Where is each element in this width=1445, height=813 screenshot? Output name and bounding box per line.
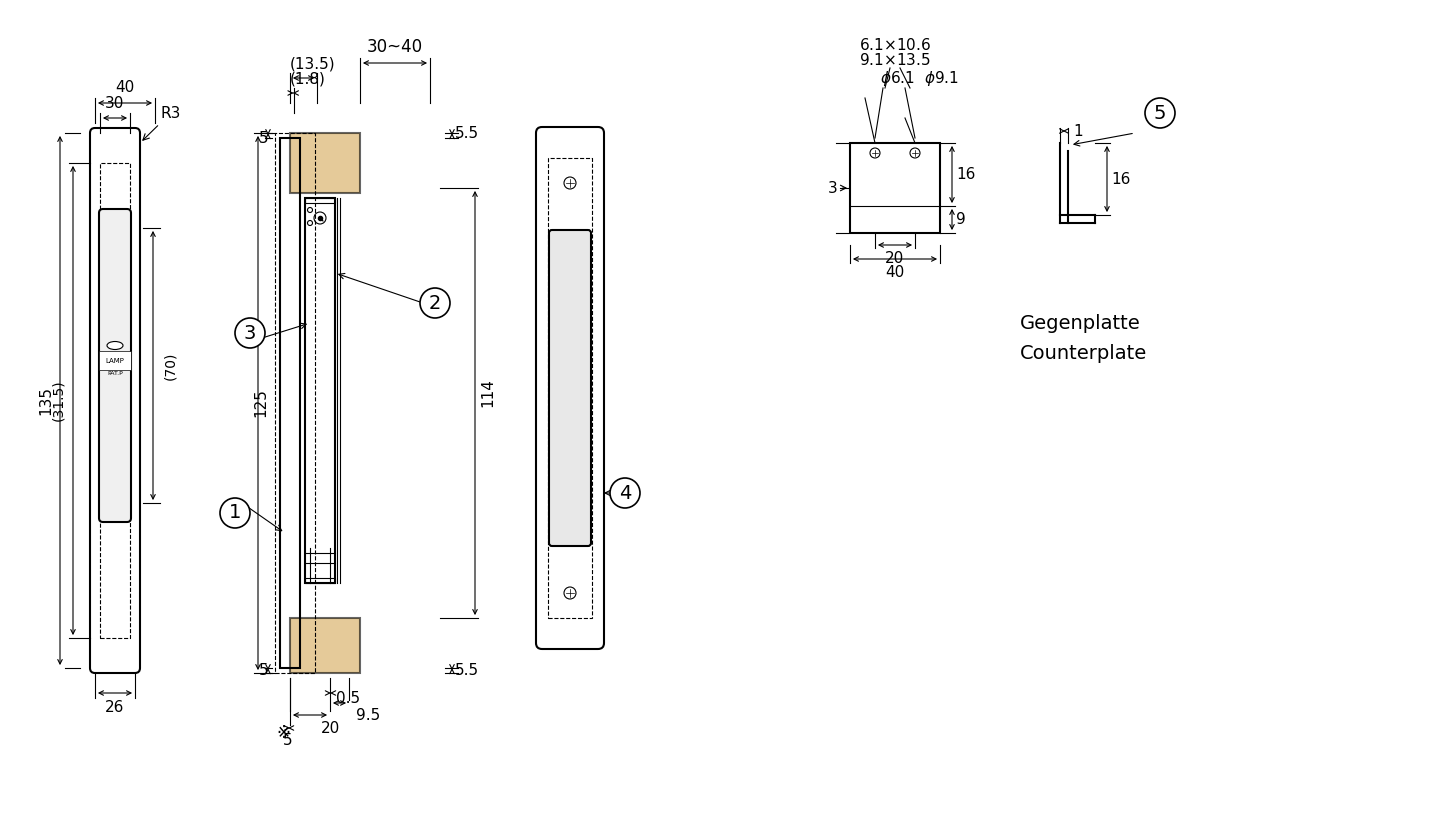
Text: 30: 30 xyxy=(105,96,124,111)
Bar xyxy=(305,578,335,583)
FancyBboxPatch shape xyxy=(100,209,131,522)
Text: 6.1$\times$10.6: 6.1$\times$10.6 xyxy=(858,37,931,53)
Text: 3: 3 xyxy=(828,180,838,195)
Bar xyxy=(290,133,360,193)
Text: 114: 114 xyxy=(480,379,496,407)
Bar xyxy=(850,143,941,233)
Text: 135: 135 xyxy=(38,386,53,415)
Text: 30~40: 30~40 xyxy=(367,38,423,56)
Text: 20: 20 xyxy=(321,721,340,736)
Text: 4: 4 xyxy=(618,484,631,502)
Text: 9.5: 9.5 xyxy=(355,708,380,723)
Text: 5.5: 5.5 xyxy=(455,663,480,678)
Text: Counterplate: Counterplate xyxy=(1020,344,1147,363)
Text: (1.8): (1.8) xyxy=(290,71,327,86)
Text: $\phi$6.1  $\phi$9.1: $\phi$6.1 $\phi$9.1 xyxy=(880,69,959,88)
Ellipse shape xyxy=(107,341,123,350)
FancyBboxPatch shape xyxy=(536,127,604,649)
Text: 5.5: 5.5 xyxy=(455,125,480,141)
Text: (31.5): (31.5) xyxy=(51,380,65,421)
Text: R3: R3 xyxy=(143,106,181,140)
Bar xyxy=(290,618,360,673)
Bar xyxy=(305,198,335,203)
Bar xyxy=(100,163,130,638)
Text: Gegenplatte: Gegenplatte xyxy=(1020,314,1140,333)
Bar xyxy=(305,198,335,583)
Text: 3: 3 xyxy=(244,324,256,342)
Circle shape xyxy=(236,318,264,348)
Text: LAMP: LAMP xyxy=(105,358,124,363)
Circle shape xyxy=(610,478,640,508)
Text: 0.5: 0.5 xyxy=(335,691,360,706)
Text: 9: 9 xyxy=(957,212,965,227)
Text: 5: 5 xyxy=(259,131,267,146)
Text: 125: 125 xyxy=(253,389,267,417)
Bar xyxy=(280,138,301,668)
FancyBboxPatch shape xyxy=(549,230,591,546)
Text: 9.1$\times$13.5: 9.1$\times$13.5 xyxy=(860,52,931,68)
Text: 5: 5 xyxy=(1153,103,1166,123)
Text: (13.5): (13.5) xyxy=(290,56,335,71)
Bar xyxy=(548,158,592,618)
Text: 40: 40 xyxy=(886,265,905,280)
Text: 16: 16 xyxy=(1111,172,1130,186)
Text: 1: 1 xyxy=(1074,124,1082,138)
Bar xyxy=(275,133,315,673)
FancyBboxPatch shape xyxy=(90,128,140,673)
Text: 16: 16 xyxy=(957,167,975,182)
Text: 5: 5 xyxy=(259,663,267,678)
Circle shape xyxy=(420,288,449,318)
Text: PAT.P: PAT.P xyxy=(107,371,123,376)
Text: 5: 5 xyxy=(283,733,293,748)
Text: 2: 2 xyxy=(429,293,441,312)
Text: 20: 20 xyxy=(886,251,905,266)
Text: (70): (70) xyxy=(163,351,176,380)
Circle shape xyxy=(220,498,250,528)
Text: 40: 40 xyxy=(116,80,134,95)
Text: ※: ※ xyxy=(276,724,290,742)
Circle shape xyxy=(1144,98,1175,128)
Text: 1: 1 xyxy=(228,503,241,523)
Text: 26: 26 xyxy=(105,700,124,715)
